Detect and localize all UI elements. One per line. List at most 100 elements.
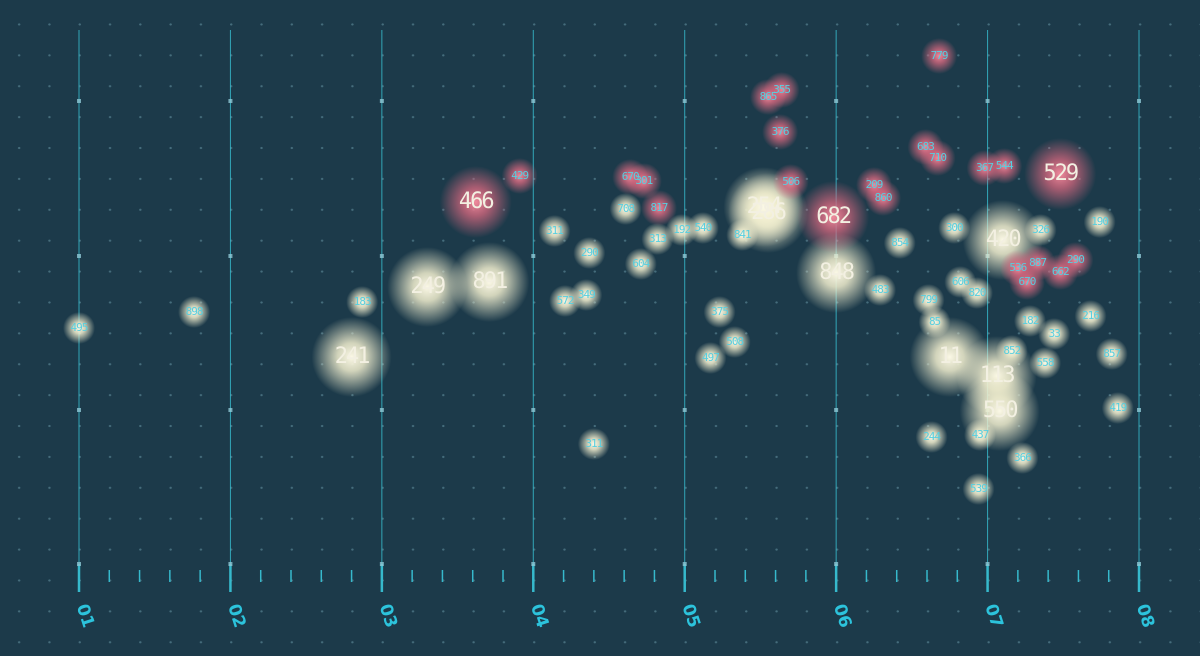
bubble — [625, 163, 662, 199]
bubble — [856, 167, 893, 203]
grid-node — [1137, 254, 1142, 258]
bubble-label: 290 — [1067, 253, 1084, 266]
bubble — [1024, 138, 1097, 210]
bubble-label: 606 — [952, 275, 969, 288]
bubble — [641, 223, 674, 255]
bubble-label: 182 — [1022, 314, 1039, 327]
bubble — [772, 164, 809, 200]
x-tick-label: 07 — [980, 602, 1006, 631]
grid-node — [228, 99, 233, 103]
bubble-label: 852 — [1003, 344, 1020, 357]
bubble — [986, 148, 1023, 184]
x-tick-label: 04 — [526, 602, 552, 631]
bubble-label: 33 — [1049, 327, 1061, 340]
bubble — [609, 193, 642, 225]
bubble-label: 540 — [694, 221, 711, 234]
bubble-label: 887 — [1029, 256, 1046, 269]
bubble-label: 495 — [71, 321, 88, 334]
bubble — [703, 296, 736, 328]
bubble-label: 249 — [410, 274, 444, 299]
bubble-label: 572 — [557, 294, 574, 307]
bubble — [921, 38, 958, 74]
bubble-label: 192 — [673, 223, 690, 236]
bubble — [938, 212, 971, 244]
bubble — [918, 306, 951, 338]
bubble-label: 420 — [986, 227, 1020, 252]
bubble-label: 857 — [1103, 347, 1120, 360]
bubble-label: 355 — [773, 83, 790, 96]
bubble-label: 367 — [976, 161, 993, 174]
grid-node — [1137, 99, 1142, 103]
bubble-label: 429 — [511, 169, 528, 182]
bubble — [439, 166, 512, 238]
bubble — [1101, 392, 1134, 424]
bubble — [864, 274, 897, 306]
bubble — [1029, 347, 1062, 379]
grid-node — [228, 254, 233, 258]
grid-node — [76, 99, 81, 103]
bubble-label: 311 — [546, 224, 563, 237]
bubble — [573, 237, 606, 269]
bubble-label: 683 — [917, 140, 934, 153]
bubble — [694, 342, 727, 374]
bubble-label: 708 — [617, 202, 634, 215]
bubble — [750, 79, 787, 115]
bubble-label: 508 — [726, 335, 743, 348]
bubble — [577, 428, 610, 460]
bubble-label: 300 — [946, 221, 963, 234]
bubble — [718, 326, 751, 358]
axis: 01 02 03 04 05 06 07 08 — [72, 30, 1158, 630]
bubble — [919, 140, 956, 176]
bubble — [501, 158, 538, 194]
bubble — [178, 296, 211, 328]
bubble-label: 326 — [1032, 223, 1049, 236]
bubble-label: 241 — [335, 344, 369, 369]
bubble — [570, 279, 603, 311]
bubble-label: 190 — [1091, 215, 1108, 228]
grid-node — [682, 254, 687, 258]
grid-node — [228, 562, 233, 566]
bubble — [346, 286, 379, 318]
bubble-label: 670 — [1019, 275, 1036, 288]
bubble-label: 544 — [996, 159, 1014, 172]
bubble-label: 604 — [632, 257, 650, 270]
bubble-label: 483 — [872, 283, 889, 296]
grid-node — [76, 408, 81, 412]
bubble — [1038, 318, 1071, 350]
bubble-label: 290 — [581, 246, 598, 259]
bubble-label: 437 — [972, 428, 989, 441]
grid-node — [985, 99, 990, 103]
grid-node — [1137, 408, 1142, 412]
bubble — [538, 215, 571, 247]
bubble-label: 506 — [782, 175, 799, 188]
grid-node — [531, 408, 536, 412]
grid-node — [531, 562, 536, 566]
bubble — [1083, 206, 1116, 238]
bubbles — [62, 38, 1134, 505]
x-tick-label: 08 — [1132, 602, 1158, 631]
bubble-label: 113 — [980, 363, 1014, 388]
bubble-label: 891 — [472, 269, 506, 294]
bubble-label: 558 — [1037, 356, 1054, 369]
bubble — [62, 312, 95, 344]
bubble-label: 375 — [711, 305, 728, 318]
bubble-label: 536 — [1009, 261, 1026, 274]
bubble-label: 865 — [760, 90, 777, 103]
bubble-label: 376 — [772, 125, 789, 138]
grid-node — [228, 408, 233, 412]
bubble — [624, 248, 657, 280]
bubble-label: 209 — [866, 178, 883, 191]
grid-node — [682, 562, 687, 566]
bubble-label: 301 — [635, 174, 652, 187]
grid-node — [1137, 562, 1142, 566]
grid-node — [682, 408, 687, 412]
bubble — [640, 190, 677, 226]
grid-node — [531, 99, 536, 103]
bubble-label: 550 — [983, 398, 1017, 423]
bubble-label: 779 — [931, 49, 948, 62]
bubble — [1006, 442, 1039, 474]
bubble — [762, 114, 799, 150]
bubble-label: 539 — [970, 482, 987, 495]
bubble-label: 854 — [891, 236, 909, 249]
